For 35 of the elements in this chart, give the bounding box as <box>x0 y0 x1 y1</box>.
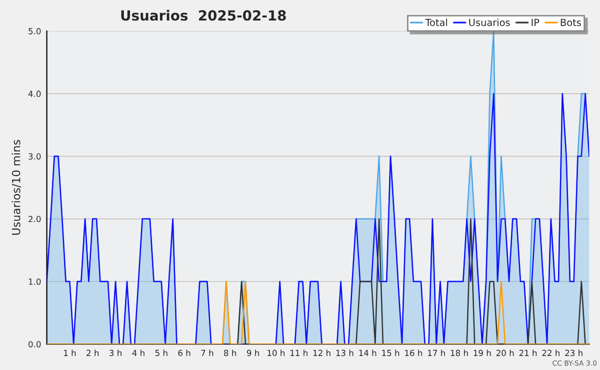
x-tick-label: 16 h <box>405 350 422 356</box>
y-tick-label: 0.0 <box>28 341 41 348</box>
x-tick-label: 11 h <box>290 350 308 356</box>
legend-label: Usuarios <box>469 18 510 26</box>
legend-label: Bots <box>560 18 581 26</box>
y-tick-label: 5.0 <box>28 28 41 34</box>
x-tick-label: 20 h <box>496 350 514 356</box>
x-tick-label: 1 h <box>64 350 76 356</box>
x-tick-label: 22 h <box>542 350 560 356</box>
x-tick-label: 6 h <box>178 350 190 356</box>
y-tick-label: 3.0 <box>28 153 41 160</box>
x-tick-label: 18 h <box>450 350 468 356</box>
y-tick-label: 2.0 <box>28 216 41 222</box>
legend-label: IP <box>532 18 540 26</box>
x-tick-label: 13 h <box>336 350 354 356</box>
x-tick-label: 2 h <box>86 350 99 356</box>
x-tick-label: 19 h <box>474 350 491 356</box>
x-tick-label: 17 h <box>428 350 445 356</box>
x-tick-label: 5 h <box>155 350 168 356</box>
x-tick-label: 8 h <box>224 350 236 356</box>
x-tick-label: 7 h <box>201 350 214 356</box>
x-tick-label: 9 h <box>246 350 259 356</box>
legend-label: Total <box>425 18 448 26</box>
x-tick-label: 21 h <box>519 350 537 356</box>
x-tick-label: 12 h <box>313 350 330 356</box>
x-tick-label: 23 h <box>565 350 582 356</box>
y-axis-title: Usuarios/10 mins <box>12 140 22 235</box>
x-tick-label: 4 h <box>132 350 144 356</box>
y-tick-label: 1.0 <box>28 278 41 285</box>
x-tick-label: 10 h <box>268 350 285 356</box>
x-tick-label: 3 h <box>110 350 122 356</box>
chart-title: Usuarios 2025-02-18 <box>121 10 286 21</box>
y-tick-label: 4.0 <box>28 90 41 97</box>
x-tick-label: 14 h <box>359 350 376 356</box>
x-tick-label: 15 h <box>382 350 400 356</box>
